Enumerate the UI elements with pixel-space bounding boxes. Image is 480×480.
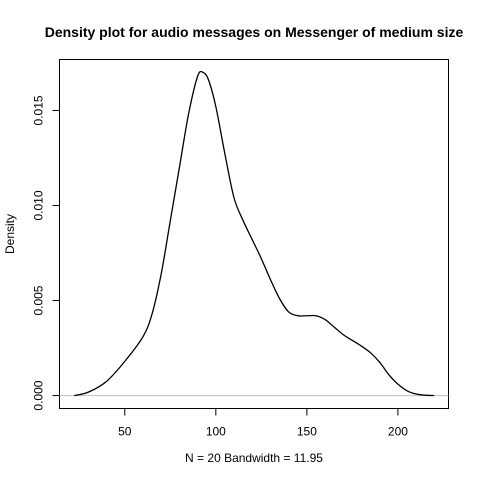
x-axis: 50 100 150 200 [118, 408, 408, 439]
y-axis: 0.000 0.005 0.010 0.015 [32, 95, 60, 411]
y-tick-label: 0.000 [32, 380, 46, 410]
y-tick-label: 0.005 [32, 285, 46, 315]
x-tick-label: 150 [297, 425, 317, 439]
density-curve [74, 70, 435, 397]
x-tick-label: 50 [118, 425, 132, 439]
plot-area [59, 59, 449, 409]
y-tick-label: 0.015 [32, 95, 46, 125]
y-tick-label: 0.010 [32, 190, 46, 220]
chart-title: Density plot for audio messages on Messe… [45, 24, 464, 40]
x-tick-label: 200 [388, 425, 408, 439]
x-tick-label: 100 [206, 425, 226, 439]
x-axis-label: N = 20 Bandwidth = 11.95 [185, 451, 323, 465]
y-axis-label: Density [3, 214, 17, 254]
